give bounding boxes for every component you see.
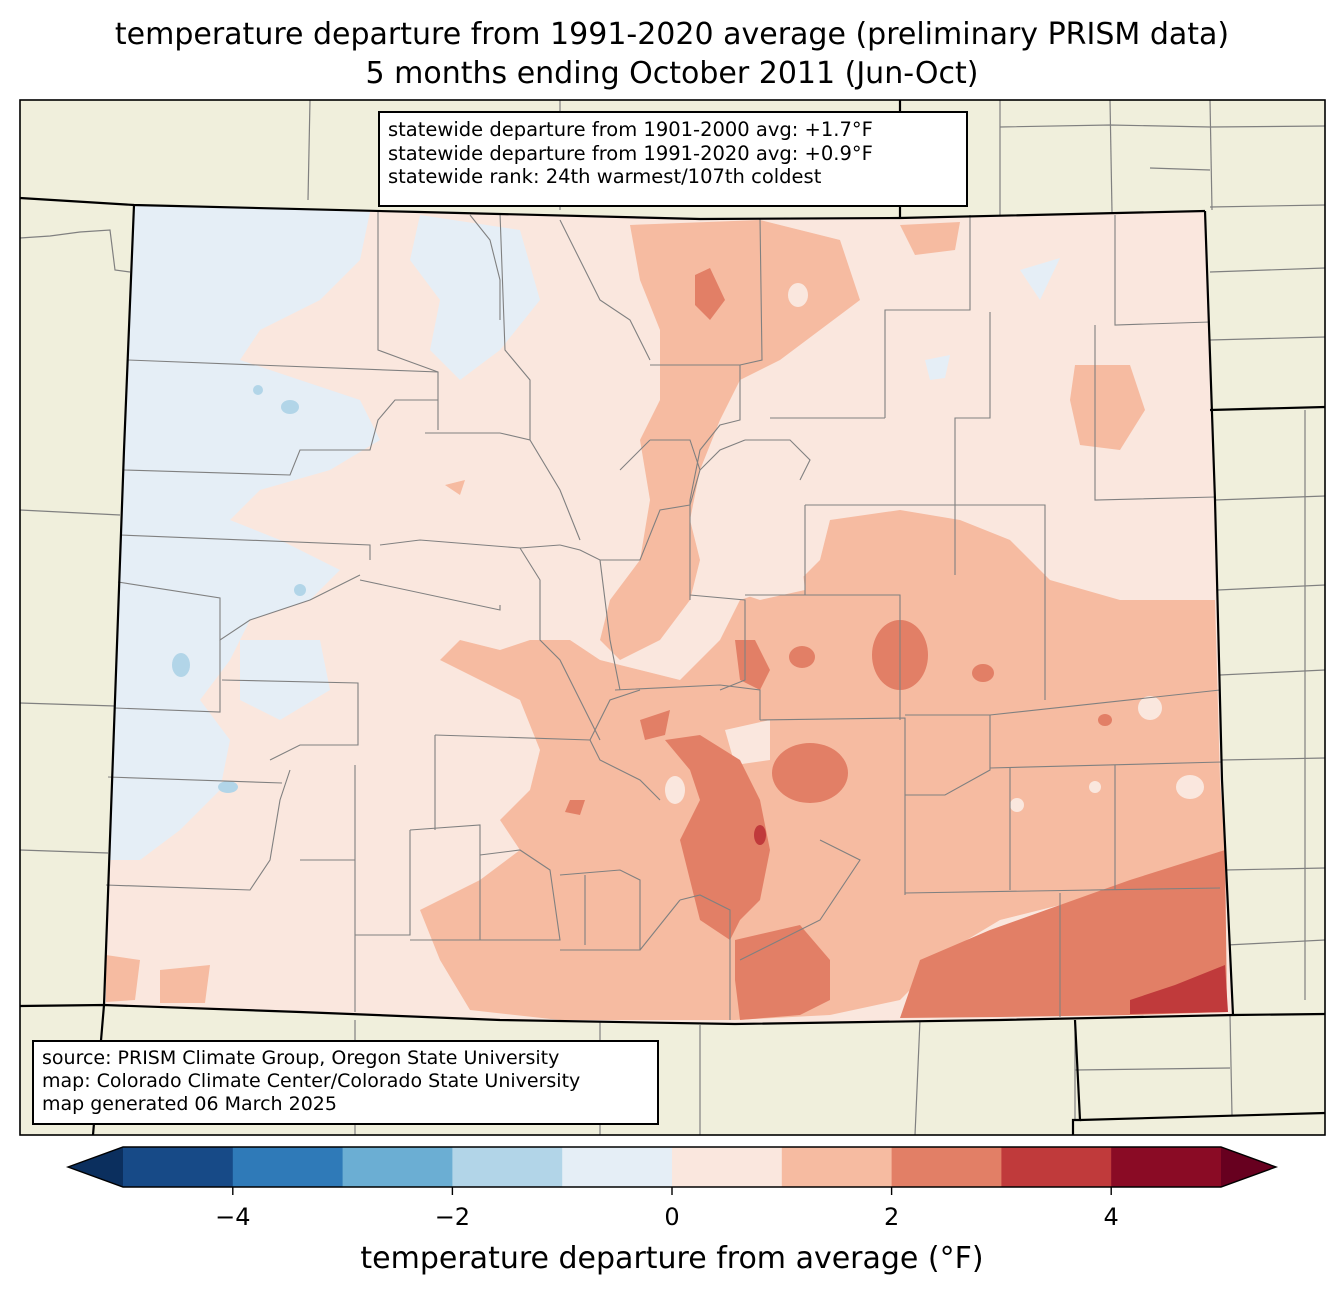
map-title-line2: 5 months ending October 2011 (Jun-Oct) bbox=[365, 56, 979, 91]
colorbar-tick-label: −4 bbox=[215, 1203, 251, 1231]
stats-line-rank: statewide rank: 24th warmest/107th colde… bbox=[388, 165, 822, 188]
source-line-map: map: Colorado Climate Center/Colorado St… bbox=[42, 1070, 581, 1092]
colorbar-bin bbox=[342, 1147, 453, 1187]
source-line-data: source: PRISM Climate Group, Oregon Stat… bbox=[42, 1047, 560, 1069]
colorbar-bin bbox=[1001, 1147, 1112, 1187]
county-boundaries bbox=[105, 212, 1223, 1020]
colorbar bbox=[65, 1146, 1279, 1195]
near-normal-pockets bbox=[665, 283, 1204, 950]
colorbar-tick-label: 2 bbox=[883, 1203, 900, 1231]
colorbar-tick-label: 4 bbox=[1103, 1203, 1119, 1231]
colorbar-tick-label: −2 bbox=[434, 1203, 471, 1231]
colorbar-extend-high bbox=[1221, 1147, 1276, 1187]
colorbar-bin bbox=[232, 1147, 344, 1187]
colorbar-bin bbox=[891, 1147, 1002, 1187]
map-title-line1: temperature departure from 1991-2020 ave… bbox=[114, 17, 1230, 52]
stats-line-1991-avg: statewide departure from 1991-2020 avg: … bbox=[388, 141, 873, 165]
hot-anomaly-regions bbox=[565, 268, 1227, 1020]
cooler-anomaly-spots bbox=[172, 385, 306, 793]
colorbar-label: temperature departure from average (°F) bbox=[360, 1241, 984, 1276]
colorbar-bin bbox=[672, 1147, 783, 1187]
neighbor-county-lines bbox=[19, 99, 1326, 1136]
very-hot-anomaly-regions bbox=[754, 825, 1228, 1014]
source-box: source: PRISM Climate Group, Oregon Stat… bbox=[32, 1040, 659, 1125]
map-frame bbox=[19, 99, 1326, 1136]
stats-line-1900-avg: statewide departure from 1901-2000 avg: … bbox=[388, 118, 873, 141]
colorbar-outline bbox=[65, 1146, 1279, 1188]
colorbar-bin bbox=[781, 1147, 893, 1187]
statewide-stats-box: statewide departure from 1901-2000 avg: … bbox=[378, 111, 968, 207]
colorbar-bin bbox=[452, 1147, 563, 1187]
colorbar-bin bbox=[1111, 1147, 1222, 1187]
colorbar-bin bbox=[123, 1147, 234, 1187]
cool-anomaly-regions bbox=[110, 205, 1060, 860]
colorbar-tick-label: 0 bbox=[664, 1203, 680, 1231]
colorbar-bin bbox=[562, 1147, 673, 1187]
source-line-generated: map generated 06 March 2025 bbox=[42, 1093, 337, 1115]
colorbar-extend-low bbox=[68, 1147, 123, 1187]
